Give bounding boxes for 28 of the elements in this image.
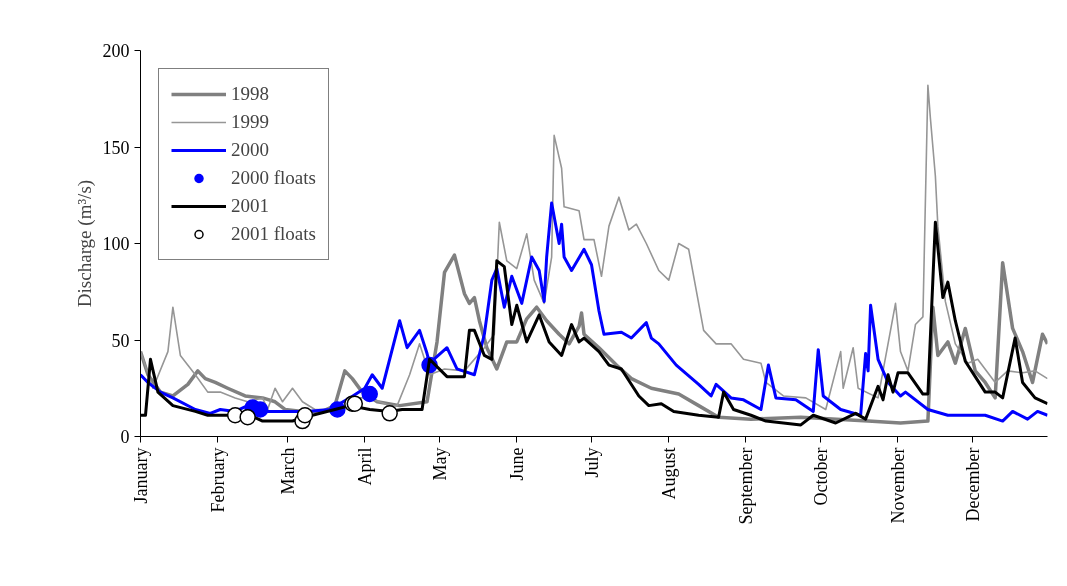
x-tick-label: May (429, 447, 450, 481)
legend-label: 2000 (231, 138, 269, 162)
legend-label: 2000 floats (231, 166, 316, 190)
x-tick-label: January (130, 447, 151, 504)
point (296, 407, 314, 424)
y-axis-title: Discharge (m³/s) (73, 179, 96, 308)
y-tick-label: 50 (111, 330, 130, 351)
x-tick-label: April (354, 447, 375, 486)
x-tick-label: October (810, 447, 831, 506)
point (239, 408, 256, 426)
x-tick-label: February (207, 447, 228, 513)
y-tick-label: 100 (102, 234, 130, 254)
x-tick-label: November (887, 447, 908, 524)
x-tick-label: June (506, 447, 527, 481)
point (361, 385, 378, 403)
y-tick-label: 0 (120, 427, 130, 447)
legend-label: 2001 (231, 194, 269, 218)
y-tick-label: 200 (102, 41, 130, 61)
y-tick-label: 150 (102, 137, 130, 158)
legend-label: 1998 (231, 82, 269, 106)
point (381, 405, 398, 422)
x-tick-label: July (581, 447, 602, 478)
x-tick-label: December (962, 447, 983, 522)
x-tick-label: March (277, 447, 298, 495)
x-tick-label: September (736, 447, 756, 525)
legend-label: 2001 floats (231, 222, 316, 246)
x-tick-label: August (658, 447, 679, 500)
legend-label: 1999 (231, 110, 269, 134)
